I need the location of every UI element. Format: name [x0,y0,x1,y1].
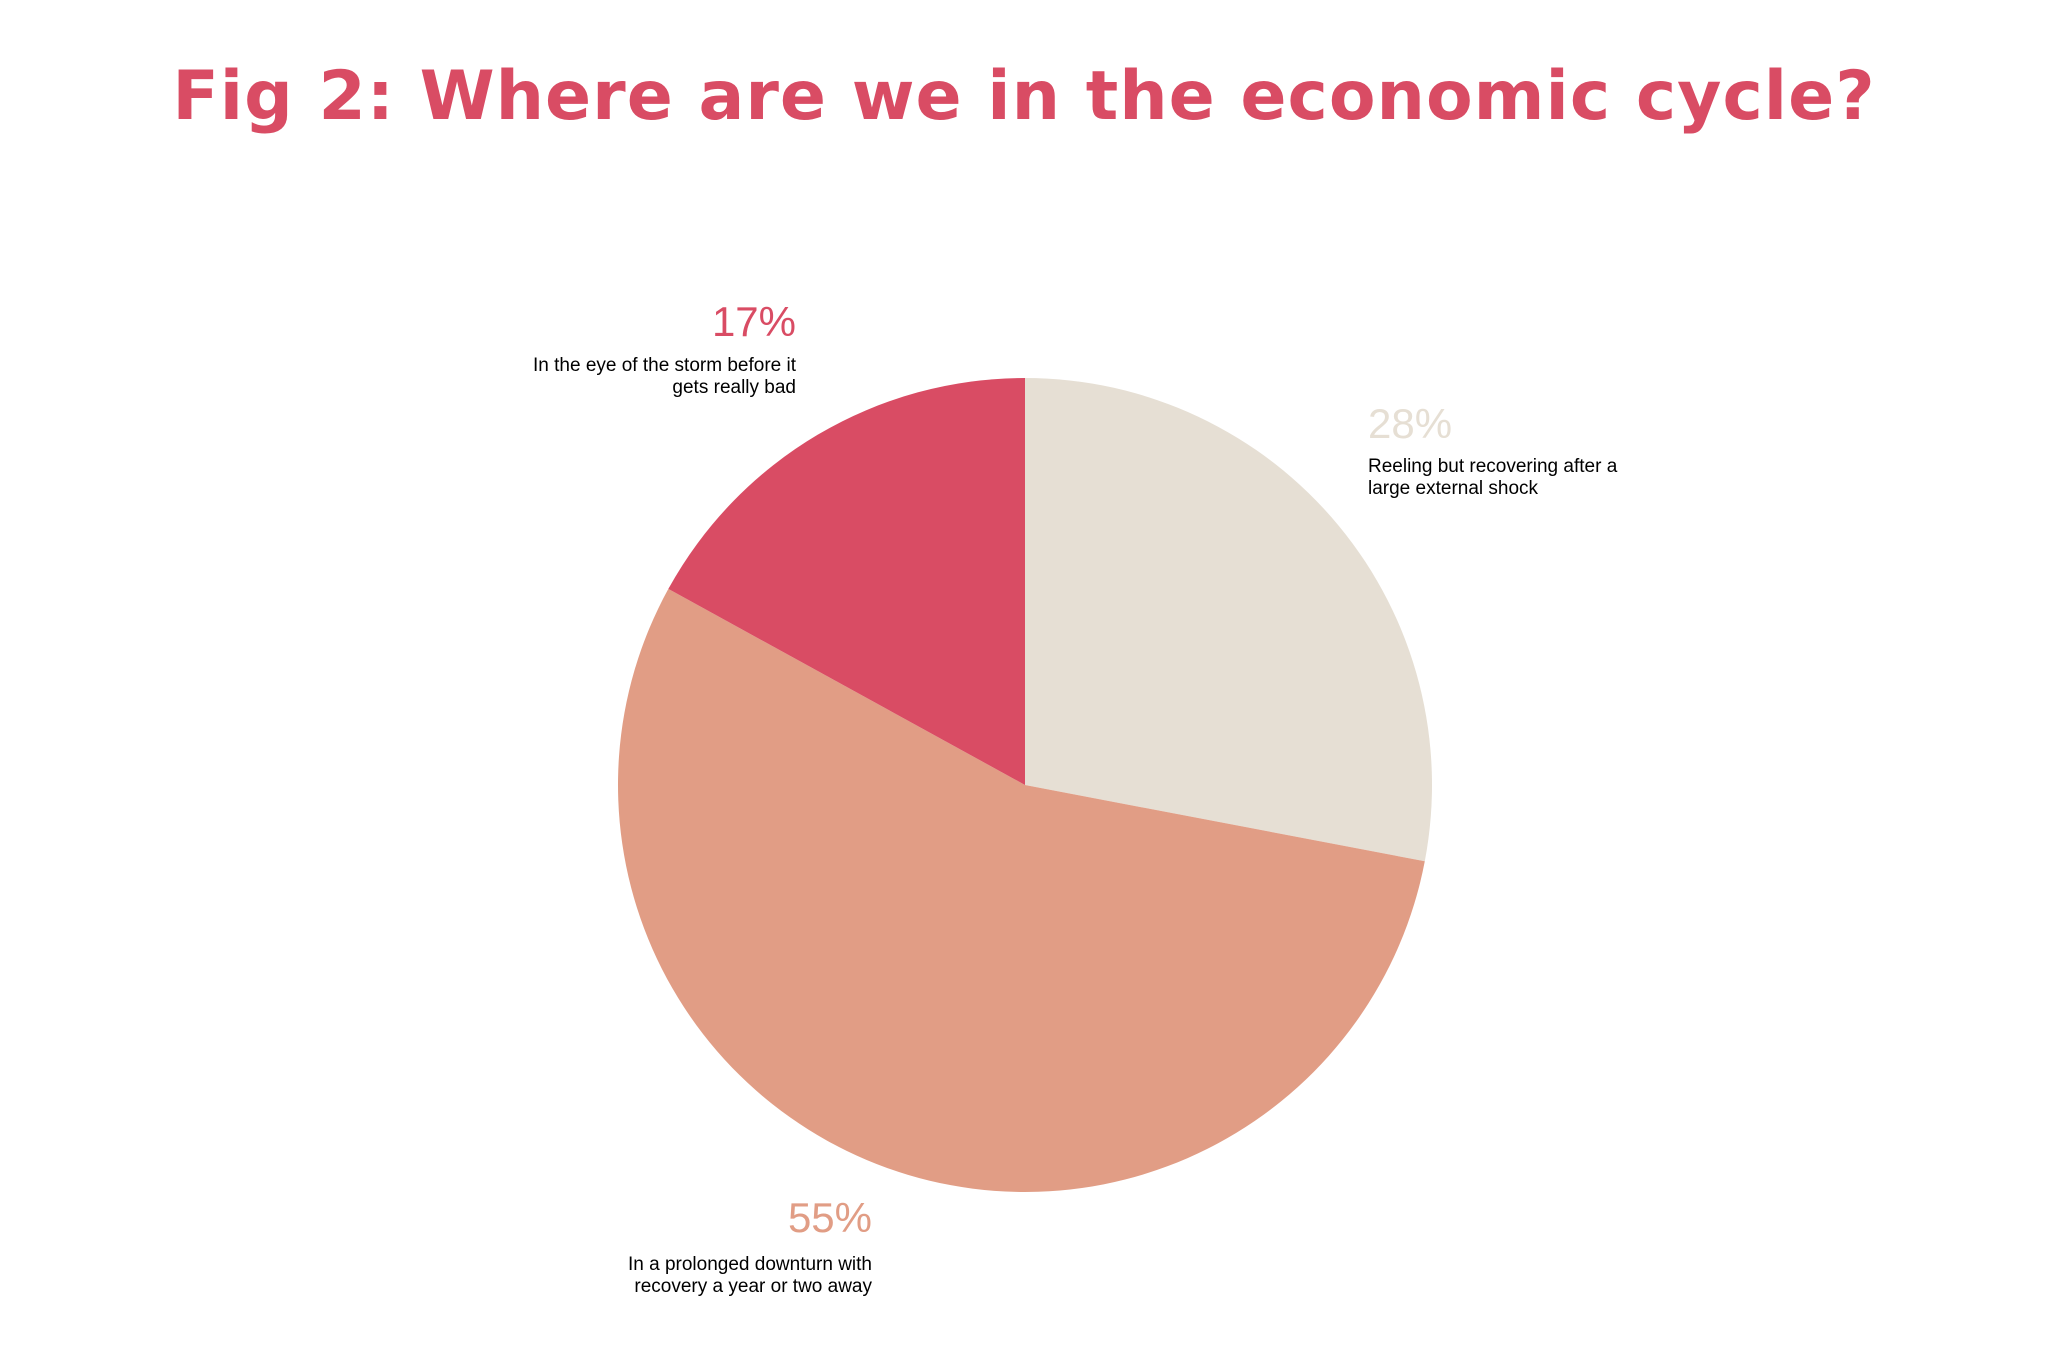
pie-slice-prolonged-downturn [617,588,1425,1193]
slice-percent-label-reeling: 28% [1368,400,1453,447]
pie-slice-eye-of-storm [668,378,1025,785]
pie-slices [617,378,1432,1193]
pie-slice-reeling [1025,378,1432,862]
slice-percent-label-prolonged-downturn: 55% [787,1194,872,1241]
slice-percent-label-eye-of-storm: 17% [711,298,796,345]
slice-label-reeling: Reeling but recovering after a large ext… [1368,456,1618,499]
chart-title: Fig 2: Where are we in the economic cycl… [172,57,1876,136]
slice-label-prolonged-downturn: In a prolonged downturn with recovery a … [628,1254,872,1297]
slice-label-eye-of-storm: In the eye of the storm before it gets r… [533,355,796,398]
